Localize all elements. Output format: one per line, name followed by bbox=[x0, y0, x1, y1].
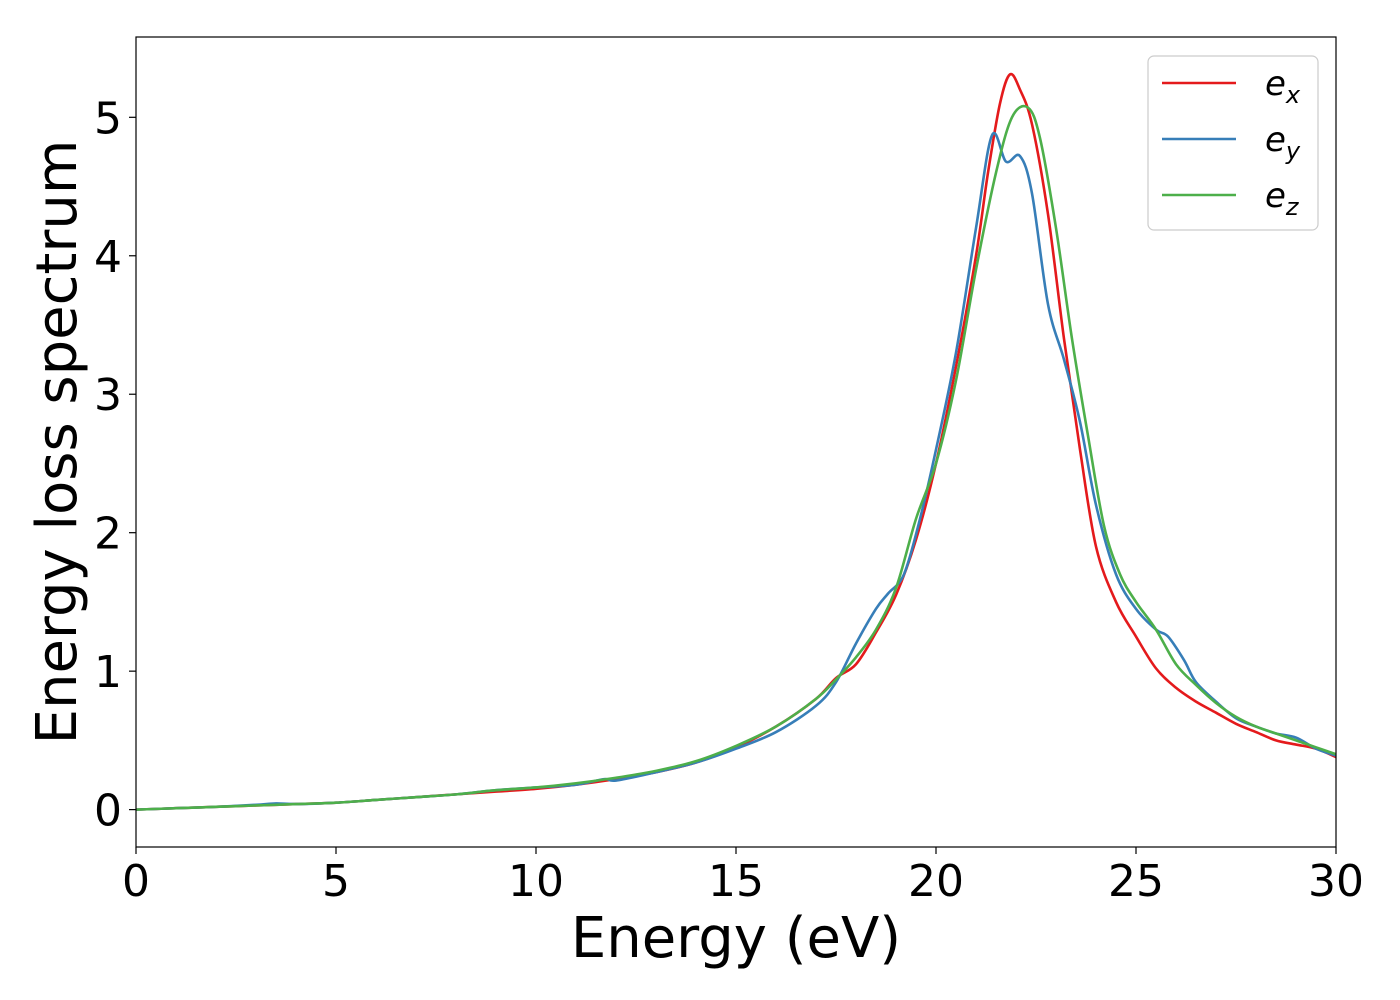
legend-label-subscript: y bbox=[1285, 137, 1301, 165]
x-tick-label: 15 bbox=[708, 856, 764, 907]
legend-label-subscript: x bbox=[1285, 81, 1301, 109]
x-axis-ticks: 0 5 10 15 20 25 30 bbox=[122, 847, 1364, 907]
x-tick-label: 0 bbox=[122, 856, 150, 907]
x-axis-title: Energy (eV) bbox=[571, 906, 901, 971]
y-tick-label: 5 bbox=[94, 93, 122, 144]
series-line-e-y bbox=[136, 133, 1336, 810]
legend-label-base: e bbox=[1265, 120, 1286, 160]
x-tick-label: 5 bbox=[322, 856, 350, 907]
energy-loss-chart: 0 5 10 15 20 25 30 0 1 2 3 4 5 Energy (eV) Energy l… bbox=[0, 0, 1400, 1000]
x-tick-label: 10 bbox=[508, 856, 564, 907]
legend-label-base: e bbox=[1265, 176, 1286, 216]
legend-label-subscript: z bbox=[1285, 193, 1300, 221]
legend-label-base: e bbox=[1265, 64, 1286, 104]
y-axis-ticks: 0 1 2 3 4 5 bbox=[94, 93, 136, 836]
y-tick-label: 3 bbox=[94, 370, 122, 421]
x-tick-label: 30 bbox=[1308, 856, 1364, 907]
x-tick-label: 25 bbox=[1108, 856, 1164, 907]
y-tick-label: 2 bbox=[94, 509, 122, 560]
y-tick-label: 4 bbox=[94, 232, 122, 283]
y-tick-label: 1 bbox=[94, 647, 122, 698]
x-tick-label: 20 bbox=[908, 856, 964, 907]
y-axis-title: Energy loss spectrum bbox=[25, 140, 90, 745]
y-tick-label: 0 bbox=[94, 786, 122, 837]
